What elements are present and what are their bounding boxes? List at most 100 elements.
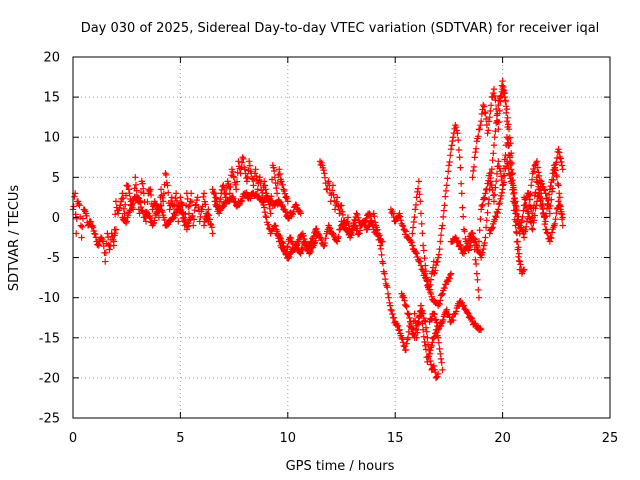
data-point xyxy=(449,134,457,141)
trace-16 xyxy=(469,77,523,273)
data-point xyxy=(73,230,80,237)
trace-14 xyxy=(430,121,483,301)
data-point xyxy=(132,174,139,181)
trace-fill-markers xyxy=(119,193,194,230)
data-point xyxy=(243,178,251,185)
data-point xyxy=(424,334,431,341)
trace-13 xyxy=(409,178,438,293)
trace-fill-markers xyxy=(371,213,441,381)
trace-12 xyxy=(387,206,455,309)
data-point xyxy=(175,218,182,225)
y-tick-label: 5 xyxy=(52,171,60,186)
trace-3 xyxy=(200,206,216,237)
x-tick-label: 5 xyxy=(176,431,184,446)
data-point xyxy=(267,210,274,217)
data-point xyxy=(495,101,502,109)
data-point xyxy=(428,342,435,349)
data-point xyxy=(456,154,463,161)
data-point xyxy=(475,238,483,245)
y-tick-label: -15 xyxy=(39,331,60,346)
data-point xyxy=(205,206,212,213)
trace-fill-markers xyxy=(70,193,119,257)
data-point xyxy=(273,190,281,197)
data-point xyxy=(254,186,261,193)
data-point xyxy=(404,334,412,341)
trace-fill-markers xyxy=(388,208,454,308)
data-point xyxy=(235,158,242,165)
data-point xyxy=(546,210,554,217)
data-point xyxy=(280,186,287,193)
data-point xyxy=(142,218,150,225)
grid-layer xyxy=(73,57,610,418)
data-point xyxy=(396,326,403,333)
marks-layer xyxy=(69,77,566,382)
data-point xyxy=(121,210,128,217)
data-point xyxy=(559,166,566,173)
y-tick-label: 20 xyxy=(43,51,60,66)
data-point xyxy=(374,230,382,237)
data-point xyxy=(503,105,511,113)
data-point xyxy=(76,202,83,209)
data-point xyxy=(334,194,341,201)
data-point xyxy=(529,226,536,233)
chart-title: Day 030 of 2025, Sidereal Day-to-day VTE… xyxy=(81,21,600,36)
data-point xyxy=(344,214,352,221)
data-point xyxy=(447,270,455,277)
data-point xyxy=(480,101,487,109)
data-point xyxy=(260,178,268,185)
data-point xyxy=(415,178,423,185)
y-tick-label: -10 xyxy=(39,291,60,306)
y-axis-label: SDTVAR / TECUs xyxy=(7,185,22,292)
data-point xyxy=(555,182,562,189)
data-point xyxy=(426,350,433,358)
data-point xyxy=(209,230,216,237)
data-point xyxy=(443,182,450,189)
y-tick-label: -5 xyxy=(47,251,60,266)
trace-fill-markers xyxy=(409,185,437,291)
x-tick-label: 0 xyxy=(69,431,77,446)
series-0 xyxy=(69,77,566,382)
data-point xyxy=(177,194,184,201)
trace-18 xyxy=(486,158,566,245)
data-point xyxy=(172,190,180,197)
data-point xyxy=(245,158,253,165)
data-point xyxy=(200,222,208,229)
data-point xyxy=(441,202,448,209)
data-point xyxy=(503,117,511,125)
data-point xyxy=(149,206,156,213)
data-point xyxy=(200,190,208,197)
trace-19 xyxy=(520,146,566,233)
data-point xyxy=(492,105,500,113)
data-point xyxy=(168,194,176,201)
data-point xyxy=(550,170,558,177)
trace-fill-markers xyxy=(521,148,566,232)
data-point xyxy=(516,258,523,265)
data-point xyxy=(437,350,444,358)
x-axis-label: GPS time / hours xyxy=(286,459,395,474)
data-point xyxy=(473,270,481,277)
data-point xyxy=(458,190,465,197)
data-point xyxy=(477,117,485,125)
data-point xyxy=(160,198,167,205)
data-point xyxy=(187,190,195,197)
x-tick-label: 10 xyxy=(280,431,297,446)
data-point xyxy=(533,158,541,165)
plot-frame xyxy=(72,56,611,419)
data-point xyxy=(209,186,216,193)
data-point xyxy=(233,186,240,193)
data-point xyxy=(507,166,515,173)
data-point xyxy=(484,130,491,137)
x-tick-label: 25 xyxy=(602,431,619,446)
data-point xyxy=(282,194,289,201)
data-point xyxy=(370,210,377,217)
trace-7 xyxy=(273,218,375,257)
data-point xyxy=(469,174,476,181)
data-point xyxy=(376,242,384,249)
data-point xyxy=(439,366,446,374)
data-point xyxy=(125,186,133,193)
data-point xyxy=(119,190,126,197)
data-point xyxy=(490,142,498,149)
data-point xyxy=(520,234,528,241)
